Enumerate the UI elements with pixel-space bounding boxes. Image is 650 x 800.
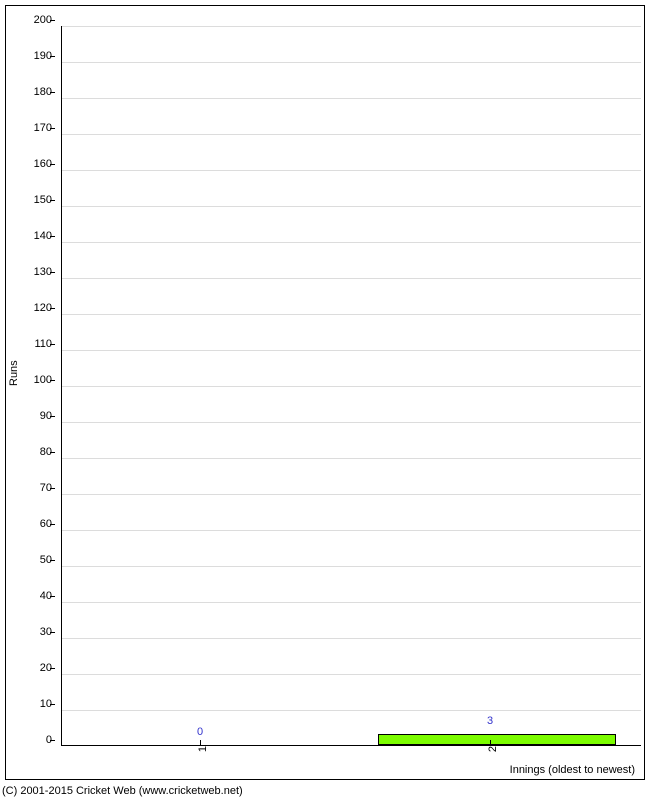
y-tick-label: 200 [12, 14, 52, 26]
gridline [62, 62, 641, 63]
y-tick-mark [50, 92, 55, 93]
y-tick-mark [50, 236, 55, 237]
y-tick-label: 190 [12, 50, 52, 62]
gridline [62, 314, 641, 315]
y-tick-label: 40 [12, 590, 52, 602]
y-tick-mark [50, 740, 55, 741]
chart-frame [5, 5, 645, 780]
gridline [62, 602, 641, 603]
gridline [62, 386, 641, 387]
y-tick-mark [50, 524, 55, 525]
y-tick-label: 130 [12, 266, 52, 278]
y-tick-label: 170 [12, 122, 52, 134]
y-tick-mark [50, 164, 55, 165]
y-tick-mark [50, 272, 55, 273]
plot-area [61, 26, 641, 746]
y-tick-label: 10 [12, 698, 52, 710]
y-tick-label: 80 [12, 446, 52, 458]
y-tick-label: 100 [12, 374, 52, 386]
y-tick-mark [50, 452, 55, 453]
y-tick-mark [50, 56, 55, 57]
y-tick-mark [50, 20, 55, 21]
y-tick-mark [50, 668, 55, 669]
y-tick-label: 0 [12, 734, 52, 746]
y-tick-label: 50 [12, 554, 52, 566]
y-tick-label: 20 [12, 662, 52, 674]
y-tick-mark [50, 596, 55, 597]
y-tick-mark [50, 704, 55, 705]
gridline [62, 422, 641, 423]
bar-value-label: 3 [487, 715, 493, 727]
gridline [62, 566, 641, 567]
y-tick-mark [50, 416, 55, 417]
y-tick-label: 160 [12, 158, 52, 170]
y-tick-mark [50, 488, 55, 489]
y-tick-mark [50, 632, 55, 633]
y-tick-label: 120 [12, 302, 52, 314]
gridline [62, 530, 641, 531]
gridline [62, 494, 641, 495]
gridline [62, 278, 641, 279]
gridline [62, 98, 641, 99]
gridline [62, 458, 641, 459]
y-tick-label: 150 [12, 194, 52, 206]
y-tick-label: 140 [12, 230, 52, 242]
y-tick-mark [50, 560, 55, 561]
gridline [62, 242, 641, 243]
bar [378, 734, 616, 745]
y-tick-label: 70 [12, 482, 52, 494]
gridline [62, 674, 641, 675]
gridline [62, 638, 641, 639]
x-axis-title: Innings (oldest to newest) [510, 764, 635, 776]
gridline [62, 134, 641, 135]
y-tick-mark [50, 128, 55, 129]
x-tick-label: 1 [197, 746, 209, 752]
gridline [62, 26, 641, 27]
x-tick-label: 2 [487, 746, 499, 752]
gridline [62, 170, 641, 171]
y-tick-label: 180 [12, 86, 52, 98]
y-tick-label: 90 [12, 410, 52, 422]
x-tick-mark [490, 740, 491, 745]
copyright-text: (C) 2001-2015 Cricket Web (www.cricketwe… [2, 785, 243, 797]
gridline [62, 710, 641, 711]
y-tick-label: 110 [12, 338, 52, 350]
y-tick-mark [50, 344, 55, 345]
y-tick-label: 60 [12, 518, 52, 530]
x-tick-mark [200, 740, 201, 745]
bar-value-label: 0 [197, 726, 203, 738]
gridline [62, 350, 641, 351]
y-tick-mark [50, 308, 55, 309]
y-tick-mark [50, 200, 55, 201]
y-tick-label: 30 [12, 626, 52, 638]
y-tick-mark [50, 380, 55, 381]
gridline [62, 206, 641, 207]
